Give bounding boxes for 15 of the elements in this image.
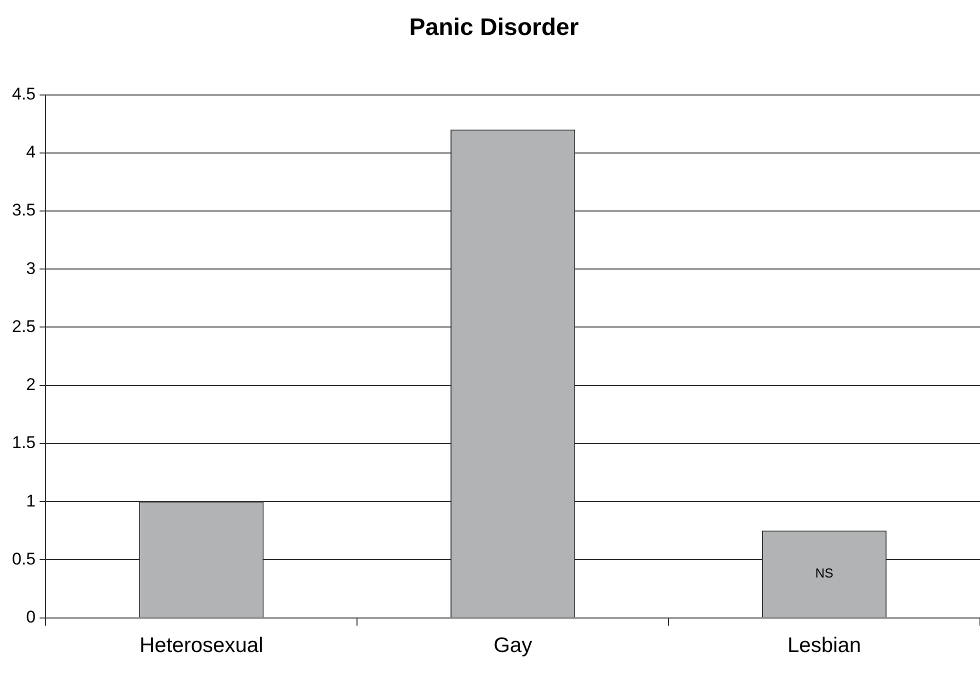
y-tick-label: 4 xyxy=(26,142,36,162)
y-tick-label: 2.5 xyxy=(12,316,36,336)
x-tick-label: Heterosexual xyxy=(139,634,264,658)
y-tick-label: 3.5 xyxy=(12,200,36,220)
y-tick-label: 4.5 xyxy=(12,84,36,104)
chart-title: Panic Disorder xyxy=(409,14,579,42)
x-tick-label: Gay xyxy=(494,634,533,658)
y-tick-label: 1 xyxy=(26,491,36,510)
y-tick-label: 1.5 xyxy=(12,433,36,452)
annotation: NS xyxy=(815,566,834,581)
y-tick-label: 2 xyxy=(26,375,36,394)
y-tick-label: 0.5 xyxy=(12,549,36,568)
y-tick-label: 0 xyxy=(26,607,36,626)
x-tick-label: Lesbian xyxy=(787,634,862,658)
y-tick-label: 3 xyxy=(26,258,36,278)
